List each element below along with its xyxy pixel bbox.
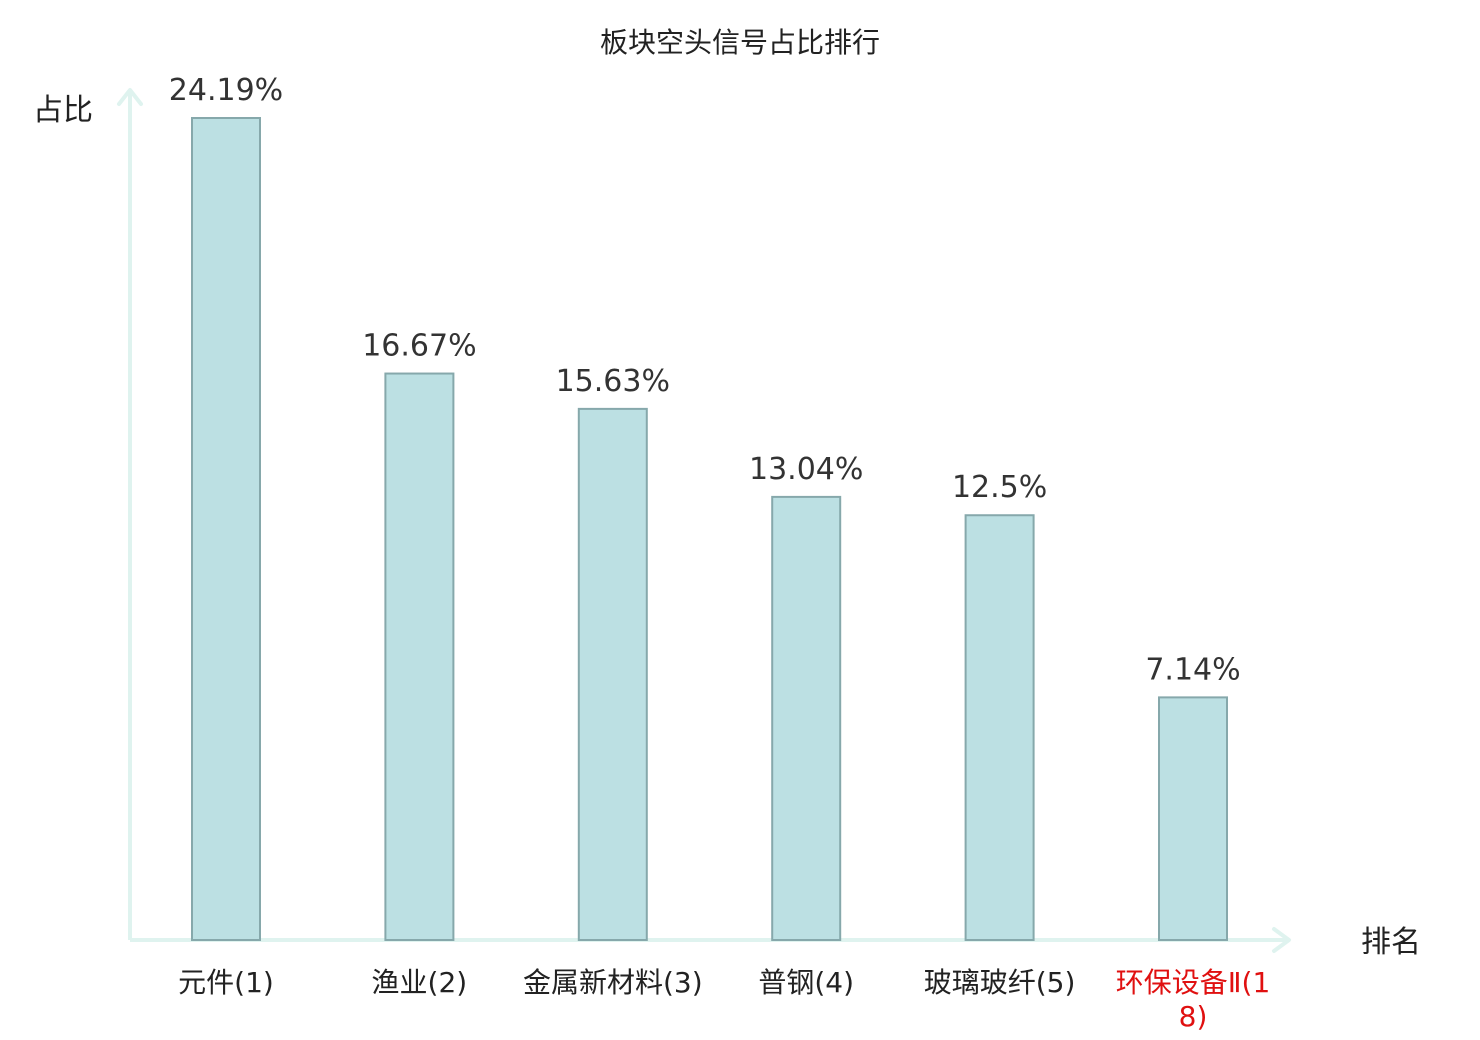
y-axis-arrow	[117, 88, 143, 106]
bar	[1158, 696, 1228, 941]
x-axis-arrow	[1272, 927, 1291, 953]
bar-value-label: 24.19%	[169, 73, 283, 108]
chart-title: 板块空头信号占比排行	[600, 26, 880, 59]
y-axis-label: 占比	[33, 93, 93, 128]
bars-group	[191, 117, 1228, 942]
bar	[771, 495, 842, 941]
bar-value-label: 15.63%	[556, 364, 670, 399]
x-tick-label: 元件(1)	[178, 966, 274, 999]
bar	[964, 514, 1035, 941]
x-tick-label: 渔业(2)	[371, 966, 468, 999]
bar-value-label: 7.14%	[1145, 652, 1240, 687]
bar-value-label: 13.04%	[749, 452, 863, 487]
value-labels-group: 24.19% 16.67% 15.63% 13.04% 12.5% 7.14%	[169, 73, 1241, 687]
bar-value-label: 16.67%	[362, 329, 476, 364]
bar	[384, 372, 455, 942]
x-tick-label: 玻璃玻纤(5)	[923, 966, 1076, 999]
x-tick-label: 普钢(4)	[758, 966, 855, 999]
x-tick-label: 环保设备Ⅱ(18)	[1115, 966, 1271, 1033]
bar	[191, 117, 261, 941]
x-axis-label: 排名	[1361, 925, 1421, 960]
bar	[577, 407, 648, 941]
x-tick-label: 金属新材料(3)	[522, 966, 703, 999]
bar-value-label: 12.5%	[952, 470, 1047, 505]
